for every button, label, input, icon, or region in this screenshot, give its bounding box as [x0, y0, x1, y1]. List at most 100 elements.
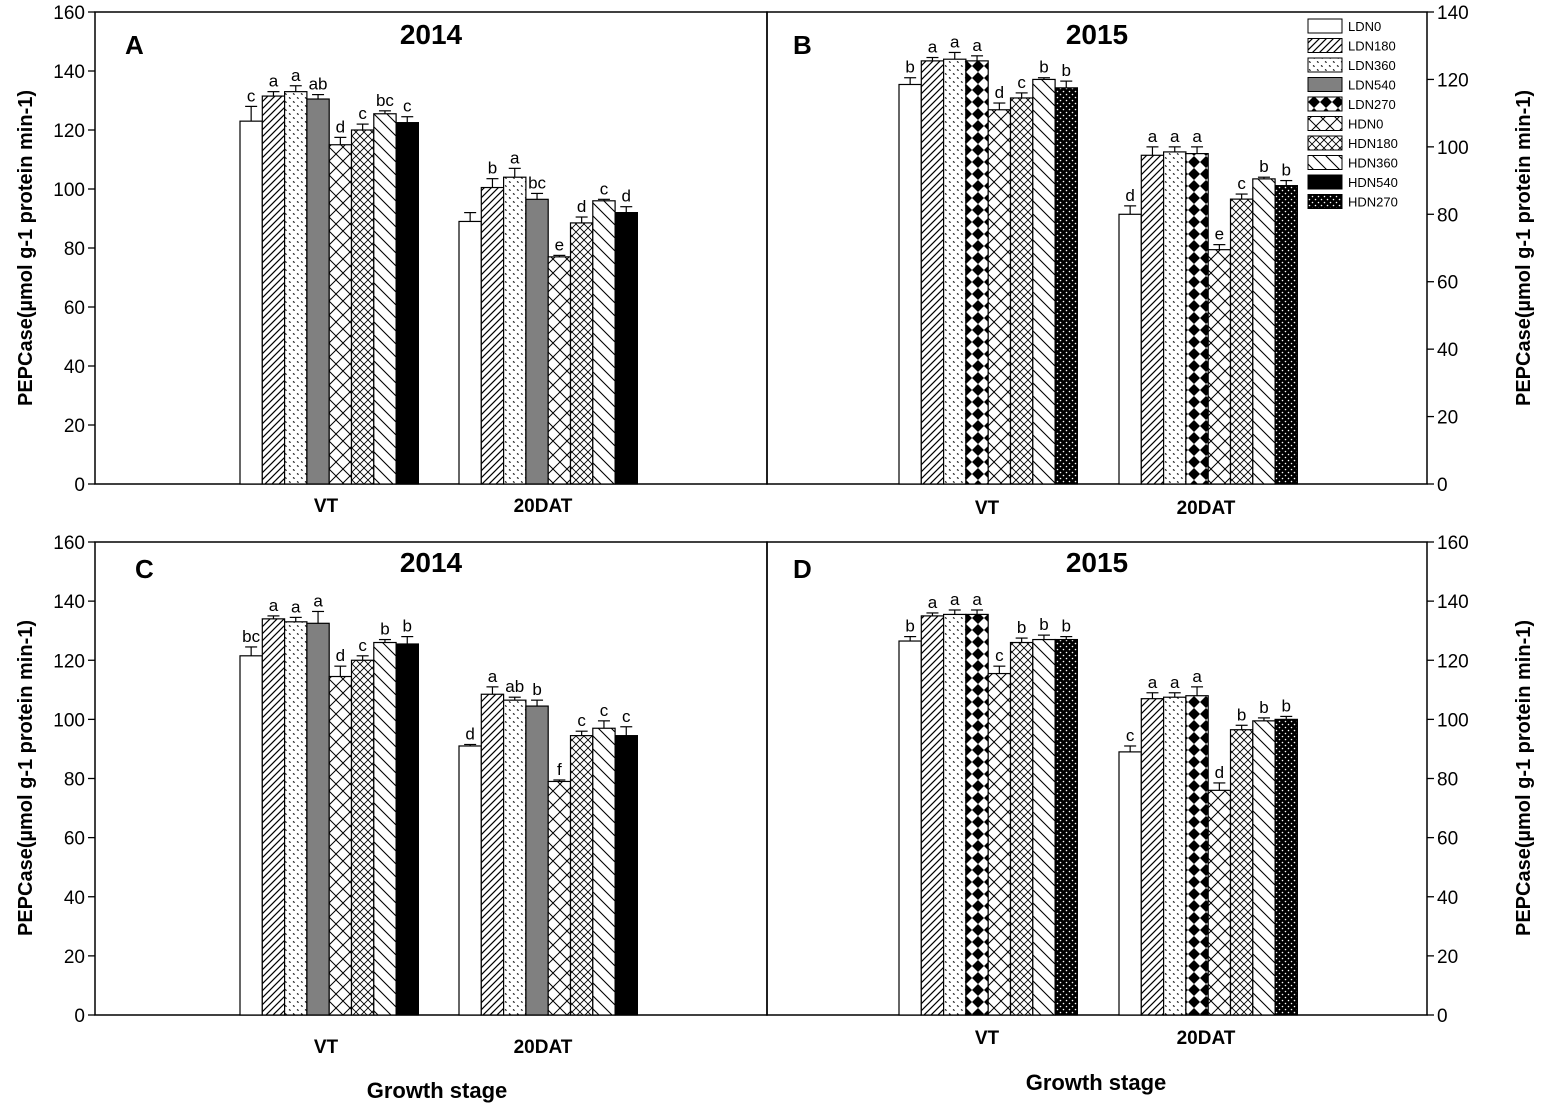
bar-hdn180-20dat: [1229, 198, 1254, 485]
y-tick-label: 60: [64, 829, 85, 850]
bar-hdn180-vt: [1009, 97, 1034, 485]
bar-hdn270-vt: [1054, 638, 1078, 1016]
significance-letter: e: [1215, 225, 1224, 244]
significance-letter: a: [1148, 127, 1158, 146]
y-tick-label: 160: [1437, 533, 1469, 554]
significance-letter: d: [1125, 186, 1134, 205]
bar-hdn0-20dat: [547, 256, 572, 485]
y-tick-label: 40: [64, 888, 85, 909]
y-tick-label: 120: [1437, 70, 1469, 91]
y-tick-label: 60: [1437, 829, 1458, 850]
significance-letter: d: [995, 83, 1004, 102]
significance-letter: e: [555, 235, 564, 254]
significance-letter: b: [532, 680, 541, 699]
bar-hdn0-vt: [328, 675, 353, 1016]
significance-letter: c: [600, 179, 609, 198]
significance-letter: a: [291, 597, 301, 616]
significance-letter: d: [622, 187, 631, 206]
y-axis-title-top-left: PEPCase(µmol g-1 protein min-1): [15, 90, 37, 406]
bar-ldn180-20dat: [1140, 698, 1165, 1016]
significance-letter: a: [510, 148, 520, 167]
significance-letter: b: [1282, 696, 1291, 715]
x-tick-label: 20DAT: [514, 1037, 573, 1058]
significance-letter: bc: [528, 173, 546, 192]
significance-letter: b: [1259, 698, 1268, 717]
panel-b-title: 2015: [1066, 19, 1128, 50]
significance-letter: a: [269, 72, 279, 91]
bar-hdn360-vt: [373, 113, 397, 485]
significance-letter: a: [291, 66, 301, 85]
legend-label: LDN180: [1348, 39, 1396, 54]
y-tick-label: 160: [53, 3, 85, 24]
significance-letter: c: [577, 711, 586, 730]
bar-ldn0-vt: [239, 120, 263, 485]
bar-ldn0-vt: [239, 655, 263, 1016]
bar-hdn360-vt: [1032, 638, 1056, 1016]
y-tick-label: 60: [64, 298, 85, 319]
significance-letter: b: [1039, 58, 1048, 77]
y-tick-label: 20: [1437, 408, 1458, 429]
y-tick-label: 120: [1437, 651, 1469, 672]
diamond-pattern-icon: [1307, 96, 1343, 112]
panel-d-letter: D: [793, 554, 812, 584]
bar-hdn180-vt: [350, 129, 375, 485]
bar-ldn270-20dat: [1185, 153, 1209, 485]
significance-letter: ab: [309, 75, 328, 94]
x-tick-label: 20DAT: [1177, 1028, 1236, 1049]
bar-hdn540-vt: [395, 643, 420, 1016]
bar-ldn0-20dat: [1118, 213, 1142, 485]
bar-hdn360-20dat: [1252, 720, 1276, 1016]
y-tick-label: 0: [74, 475, 85, 496]
x-tick-label: VT: [975, 1028, 1000, 1049]
y-tick-label: 20: [64, 947, 85, 968]
significance-letter: b: [1259, 157, 1268, 176]
significance-letter: a: [269, 596, 279, 615]
bar-ldn180-vt: [920, 615, 945, 1016]
panel-b-frame: [766, 11, 1428, 485]
y-tick-label: 140: [1437, 3, 1469, 24]
significance-letter: b: [403, 617, 412, 636]
bar-hdn0-20dat: [547, 780, 572, 1016]
bar-hdn360-20dat: [1252, 178, 1276, 485]
bar-ldn360-20dat: [1162, 151, 1187, 485]
y-tick-label: 40: [1437, 888, 1458, 909]
y-tick-label: 40: [1437, 340, 1458, 361]
bar-hdn0-20dat: [1207, 249, 1232, 485]
y-tick-label: 140: [53, 592, 85, 613]
significance-letter: a: [1170, 673, 1180, 692]
significance-letter: c: [1017, 73, 1026, 92]
significance-letter: c: [247, 86, 256, 105]
y-tick-label: 120: [53, 121, 85, 142]
significance-letter: c: [358, 104, 367, 123]
bar-ldn180-vt: [261, 618, 286, 1016]
legend-label: HDN0: [1348, 117, 1383, 132]
significance-letter: b: [1282, 161, 1291, 180]
significance-letter: d: [577, 197, 586, 216]
dotted-dash-icon: [1307, 57, 1343, 73]
bar-hdn0-vt: [987, 672, 1012, 1016]
diagonal-hatch-icon: [1307, 38, 1343, 53]
significance-letter: a: [928, 593, 938, 612]
legend-label: LDN270: [1348, 97, 1396, 112]
y-tick-label: 140: [53, 62, 85, 83]
white-dots-black-icon: [1307, 194, 1343, 209]
panel-c-letter: C: [135, 554, 154, 584]
legend-label: HDN540: [1348, 175, 1398, 190]
x-tick-label: 20DAT: [514, 496, 573, 517]
bar-ldn270-20dat: [1185, 695, 1209, 1016]
y-tick-label: 80: [64, 239, 85, 260]
y-tick-label: 140: [1437, 592, 1469, 613]
bar-ldn0-vt: [898, 640, 922, 1016]
legend-label: LDN0: [1348, 19, 1381, 34]
bar-ldn360-20dat: [1162, 696, 1187, 1016]
bar-ldn360-vt: [284, 621, 308, 1016]
legend-label: LDN540: [1348, 78, 1396, 93]
bar-hdn180-vt: [1009, 641, 1034, 1016]
significance-letter: b: [1062, 61, 1071, 80]
significance-letter: c: [1237, 174, 1246, 193]
panel-a-title: 2014: [400, 19, 463, 50]
significance-letter: b: [1039, 615, 1048, 634]
